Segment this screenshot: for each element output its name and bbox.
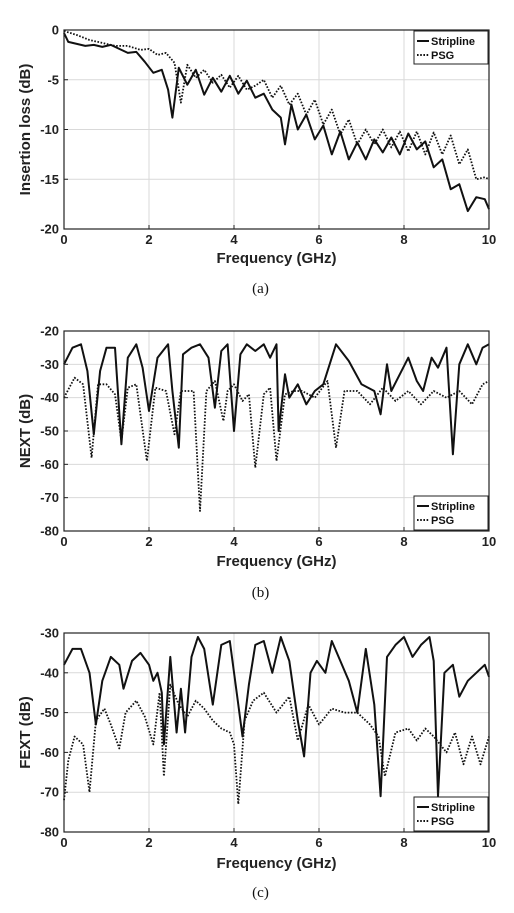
legend-label-stripline: Stripline [431, 501, 475, 513]
plot-frame [63, 632, 490, 833]
y-tick-label: -80 [40, 825, 59, 840]
y-tick-label: 0 [52, 23, 59, 38]
legend-label-stripline: Stripline [431, 36, 475, 48]
legend: Stripline PSG [413, 495, 489, 531]
legend: Stripline PSG [413, 796, 489, 832]
series-line-stripline [63, 636, 490, 798]
y-tick-label: -50 [40, 424, 59, 439]
x-tick-label: 0 [60, 534, 67, 549]
series-line-stripline [63, 343, 490, 456]
panel-caption: (c) [252, 885, 269, 901]
y-tick-label: -30 [40, 357, 59, 372]
legend-label-psg: PSG [431, 816, 454, 828]
x-tick-label: 6 [315, 534, 322, 549]
x-tick-label: 2 [145, 232, 152, 247]
x-tick-label: 2 [145, 534, 152, 549]
x-axis-label: Frequency (GHz) [216, 855, 336, 872]
y-tick-label: -60 [40, 745, 59, 760]
y-tick-label: -10 [40, 122, 59, 137]
legend-box [413, 495, 489, 531]
y-tick-label: -20 [40, 324, 59, 339]
x-tick-label: 10 [482, 232, 496, 247]
series-line-psg [63, 683, 490, 805]
x-tick-label: 6 [315, 835, 322, 850]
y-tick-label: -20 [40, 222, 59, 237]
y-tick-label: -40 [40, 665, 59, 680]
x-tick-label: 10 [482, 835, 496, 850]
y-tick-label: -70 [40, 785, 59, 800]
y-axis-label: NEXT (dB) [17, 394, 34, 468]
x-tick-label: 4 [230, 232, 238, 247]
y-tick-label: -50 [40, 705, 59, 720]
panel-caption: (a) [252, 281, 269, 297]
panel-caption: (b) [252, 585, 270, 601]
x-axis-label: Frequency (GHz) [216, 250, 336, 267]
x-tick-label: 0 [60, 835, 67, 850]
series-line-psg [63, 30, 490, 181]
y-tick-label: -60 [40, 457, 59, 472]
x-tick-label: 2 [145, 835, 152, 850]
legend: Stripline PSG [413, 30, 489, 65]
x-tick-label: 4 [230, 835, 238, 850]
y-tick-label: -5 [47, 72, 59, 87]
y-tick-label: -15 [40, 172, 59, 187]
x-axis-label: Frequency (GHz) [216, 553, 336, 570]
legend-box [413, 30, 489, 65]
chart-panel-2: 0 2 4 6 8 10 -20 -30 -40 -50 -60 -70 -80 Frequency (G… [17, 324, 496, 602]
y-tick-label: -40 [40, 390, 59, 405]
x-tick-label: 6 [315, 232, 322, 247]
series-line-psg [63, 376, 490, 512]
x-tick-label: 4 [230, 534, 238, 549]
y-tick-label: -80 [40, 524, 59, 539]
y-axis-label: Insertion loss (dB) [17, 64, 34, 196]
legend-box [413, 796, 489, 832]
chart-panel-1: 0 2 4 6 8 10 0 -5 -10 -15 -20 Frequency (GHz) Insert… [17, 23, 496, 298]
y-axis-label: FEXT (dB) [17, 696, 34, 769]
y-tick-label: -30 [40, 626, 59, 641]
series-line-stripline [63, 32, 490, 213]
chart-panel-3: 0 2 4 6 8 10 -30 -40 -50 -60 -70 -80 Frequency (GHz)… [17, 626, 496, 902]
legend-label-psg: PSG [431, 50, 454, 62]
x-tick-label: 10 [482, 534, 496, 549]
x-tick-label: 8 [400, 534, 407, 549]
legend-label-psg: PSG [431, 515, 454, 527]
x-tick-label: 0 [60, 232, 67, 247]
legend-label-stripline: Stripline [431, 802, 475, 814]
y-tick-label: -70 [40, 490, 59, 505]
x-tick-label: 8 [400, 835, 407, 850]
x-tick-label: 8 [400, 232, 407, 247]
